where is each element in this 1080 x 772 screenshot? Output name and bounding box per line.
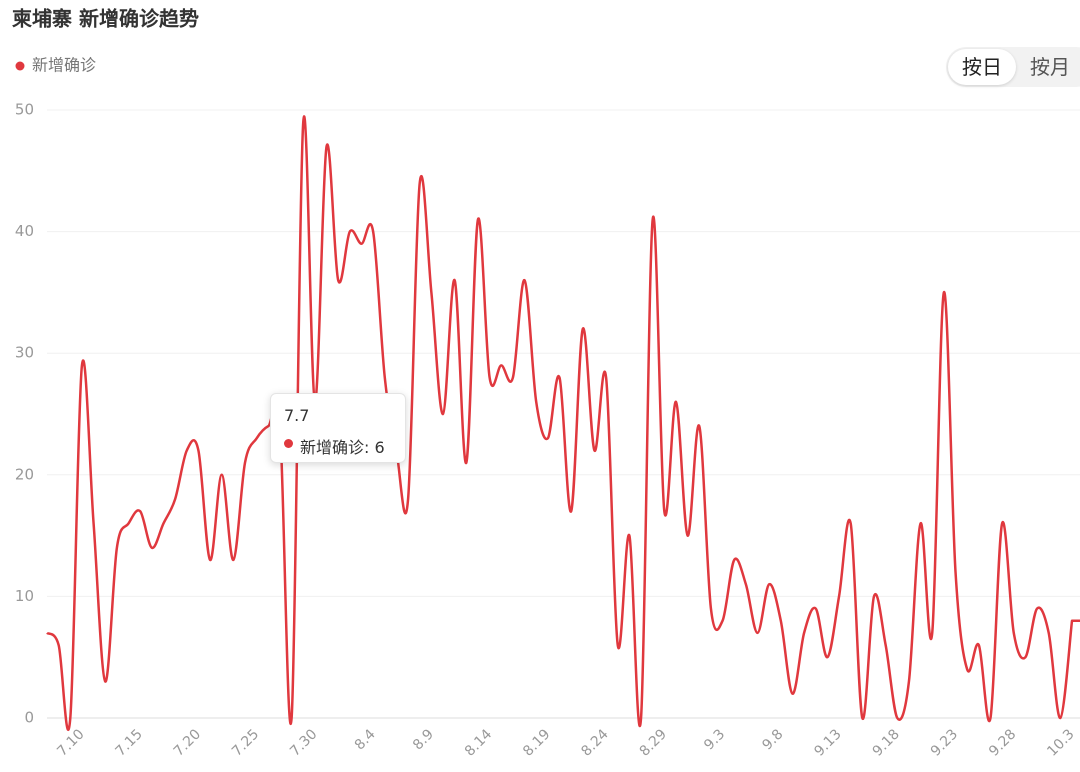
y-tick-label: 30 bbox=[15, 344, 34, 362]
y-tick-label: 0 bbox=[24, 709, 34, 727]
x-tick-label: 9.3 bbox=[701, 726, 728, 753]
legend-label: 新增确诊 bbox=[32, 56, 96, 75]
y-tick-label: 50 bbox=[15, 101, 34, 119]
chart-title: 柬埔寨 新增确诊趋势 bbox=[12, 7, 199, 31]
toggle-day[interactable]: 按日 bbox=[948, 49, 1016, 85]
y-tick-label: 10 bbox=[15, 587, 34, 605]
x-tick-label: 8.4 bbox=[352, 726, 379, 753]
tooltip: 7.7 新增确诊: 6 bbox=[270, 393, 406, 463]
tooltip-title: 7.7 bbox=[284, 406, 310, 425]
x-tick-label: 7.30 bbox=[287, 726, 320, 759]
x-tick-label: 7.15 bbox=[112, 726, 145, 759]
x-tick-label: 8.24 bbox=[578, 726, 611, 759]
x-tick-label: 7.10 bbox=[54, 726, 87, 759]
x-tick-label: 8.29 bbox=[637, 726, 670, 759]
y-tick-label: 40 bbox=[15, 222, 34, 240]
x-tick-label: 7.25 bbox=[229, 726, 262, 759]
toggle-month[interactable]: 按月 bbox=[1030, 55, 1070, 79]
x-tick-label: 9.8 bbox=[759, 726, 786, 753]
x-tick-label: 9.13 bbox=[811, 726, 844, 759]
tooltip-marker bbox=[284, 439, 293, 448]
x-tick-label: 9.23 bbox=[928, 726, 961, 759]
legend-marker bbox=[15, 61, 25, 71]
x-tick-label: 10.3 bbox=[1044, 726, 1077, 759]
x-tick-label: 8.14 bbox=[462, 726, 495, 759]
x-tick-label: 7.20 bbox=[171, 726, 204, 759]
tooltip-label: 新增确诊: 6 bbox=[300, 438, 385, 457]
y-tick-label: 20 bbox=[15, 465, 34, 483]
x-tick-label: 8.9 bbox=[410, 726, 437, 753]
line-series bbox=[46, 115, 1080, 731]
x-tick-label: 8.19 bbox=[520, 726, 553, 759]
x-tick-label: 9.18 bbox=[870, 726, 903, 759]
view-toggle: 按日 按月 bbox=[946, 47, 1080, 87]
x-tick-label: 9.28 bbox=[986, 726, 1019, 759]
